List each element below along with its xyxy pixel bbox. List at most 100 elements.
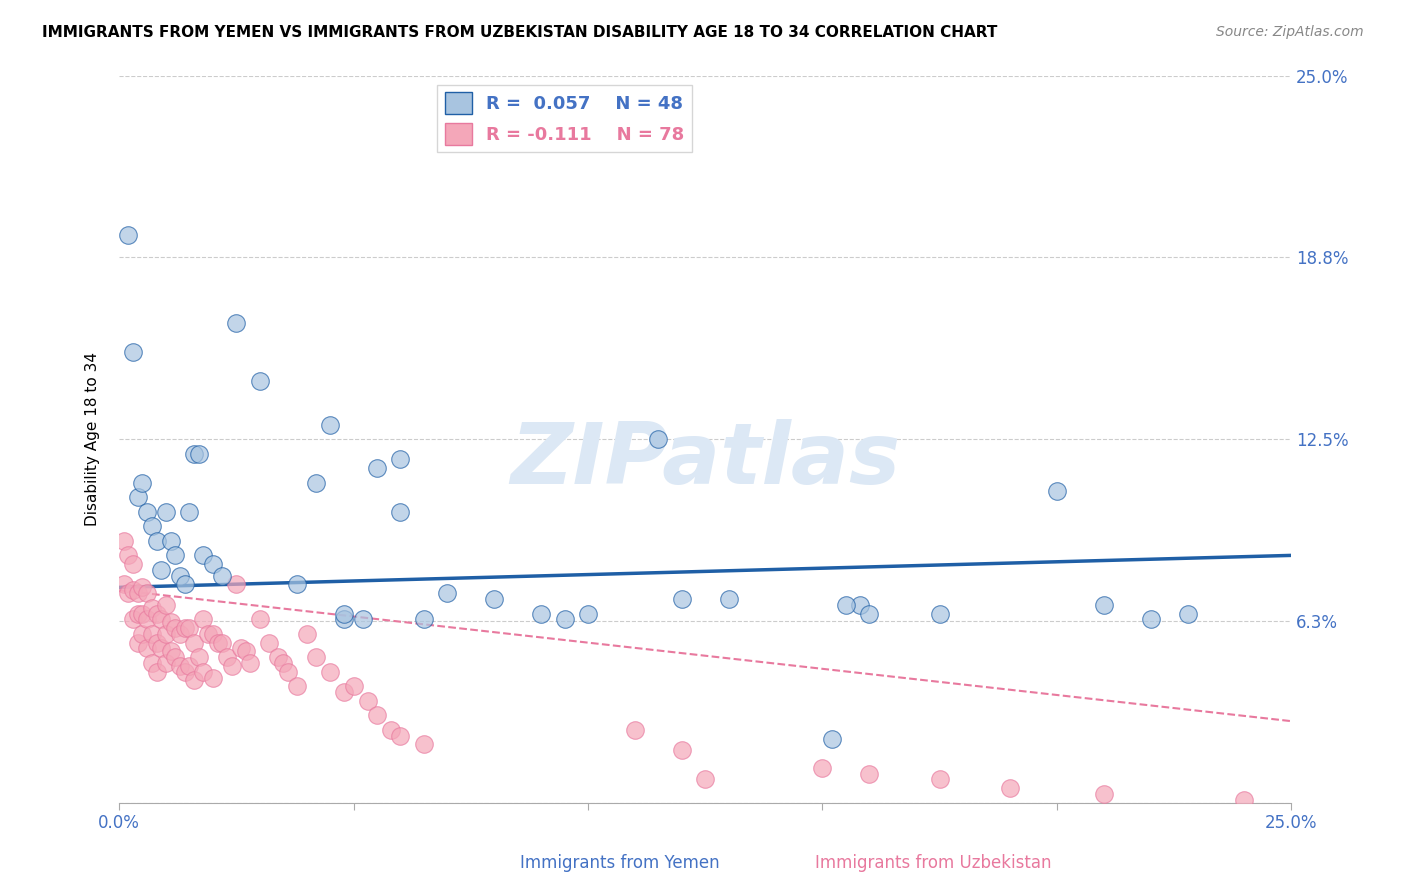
Point xyxy=(1092,598,1115,612)
Point xyxy=(671,743,693,757)
Point xyxy=(127,607,149,621)
Point xyxy=(858,766,880,780)
Point xyxy=(277,665,299,679)
Point xyxy=(671,592,693,607)
Point xyxy=(319,665,342,679)
Point xyxy=(201,627,224,641)
Point xyxy=(141,519,163,533)
Point xyxy=(122,583,145,598)
Point xyxy=(159,615,181,630)
Point xyxy=(235,644,257,658)
Point xyxy=(127,490,149,504)
Point xyxy=(150,563,173,577)
Point xyxy=(695,772,717,787)
Point xyxy=(136,586,159,600)
Text: Immigrants from Uzbekistan: Immigrants from Uzbekistan xyxy=(815,855,1052,872)
Y-axis label: Disability Age 18 to 34: Disability Age 18 to 34 xyxy=(86,352,100,526)
Point xyxy=(554,612,576,626)
Point xyxy=(928,772,950,787)
Point xyxy=(342,679,364,693)
Point xyxy=(173,577,195,591)
Point xyxy=(179,621,201,635)
Point xyxy=(835,598,858,612)
Point xyxy=(366,461,388,475)
Point xyxy=(117,586,139,600)
Point xyxy=(193,612,215,626)
Point xyxy=(155,598,177,612)
Point xyxy=(112,577,135,591)
Point xyxy=(165,650,187,665)
Point xyxy=(356,694,378,708)
Point xyxy=(576,607,599,621)
Point xyxy=(169,659,191,673)
Point xyxy=(389,729,412,743)
Point xyxy=(319,417,342,432)
Point xyxy=(225,316,247,330)
Point xyxy=(624,723,647,737)
Point xyxy=(131,580,153,594)
Point xyxy=(145,665,167,679)
Point xyxy=(267,650,290,665)
Point xyxy=(257,635,280,649)
Point xyxy=(647,432,669,446)
Point xyxy=(150,641,173,656)
Point xyxy=(173,621,195,635)
Text: Immigrants from Yemen: Immigrants from Yemen xyxy=(520,855,720,872)
Point xyxy=(998,780,1021,795)
Point xyxy=(141,627,163,641)
Point xyxy=(183,635,205,649)
Text: ZIPatlas: ZIPatlas xyxy=(510,419,900,502)
Point xyxy=(352,612,374,626)
Point xyxy=(858,607,880,621)
Point xyxy=(169,568,191,582)
Point xyxy=(141,600,163,615)
Point xyxy=(201,671,224,685)
Point xyxy=(197,627,219,641)
Point xyxy=(169,627,191,641)
Point xyxy=(249,374,271,388)
Point xyxy=(436,586,458,600)
Point xyxy=(159,644,181,658)
Point xyxy=(187,650,209,665)
Point xyxy=(717,592,740,607)
Point xyxy=(136,505,159,519)
Point xyxy=(122,557,145,571)
Legend: R =  0.057    N = 48, R = -0.111    N = 78: R = 0.057 N = 48, R = -0.111 N = 78 xyxy=(437,85,692,152)
Point xyxy=(305,650,328,665)
Point xyxy=(821,731,844,746)
Point xyxy=(271,656,294,670)
Point xyxy=(530,607,553,621)
Point xyxy=(1233,793,1256,807)
Point xyxy=(145,635,167,649)
Point xyxy=(1092,787,1115,801)
Point xyxy=(201,557,224,571)
Point xyxy=(482,592,505,607)
Point xyxy=(155,656,177,670)
Point xyxy=(366,708,388,723)
Point xyxy=(173,665,195,679)
Point xyxy=(215,650,238,665)
Point xyxy=(285,577,308,591)
Point xyxy=(211,635,233,649)
Point xyxy=(155,627,177,641)
Point xyxy=(333,685,356,699)
Point xyxy=(131,607,153,621)
Point xyxy=(179,659,201,673)
Point xyxy=(179,505,201,519)
Point xyxy=(150,612,173,626)
Point xyxy=(145,607,167,621)
Point xyxy=(229,641,252,656)
Point xyxy=(389,505,412,519)
Point xyxy=(412,612,434,626)
Point xyxy=(131,627,153,641)
Point xyxy=(127,635,149,649)
Point xyxy=(221,659,243,673)
Point xyxy=(811,761,834,775)
Point xyxy=(155,505,177,519)
Point xyxy=(305,475,328,490)
Point xyxy=(389,452,412,467)
Point xyxy=(165,621,187,635)
Point xyxy=(1046,484,1069,499)
Point xyxy=(412,738,434,752)
Point xyxy=(183,447,205,461)
